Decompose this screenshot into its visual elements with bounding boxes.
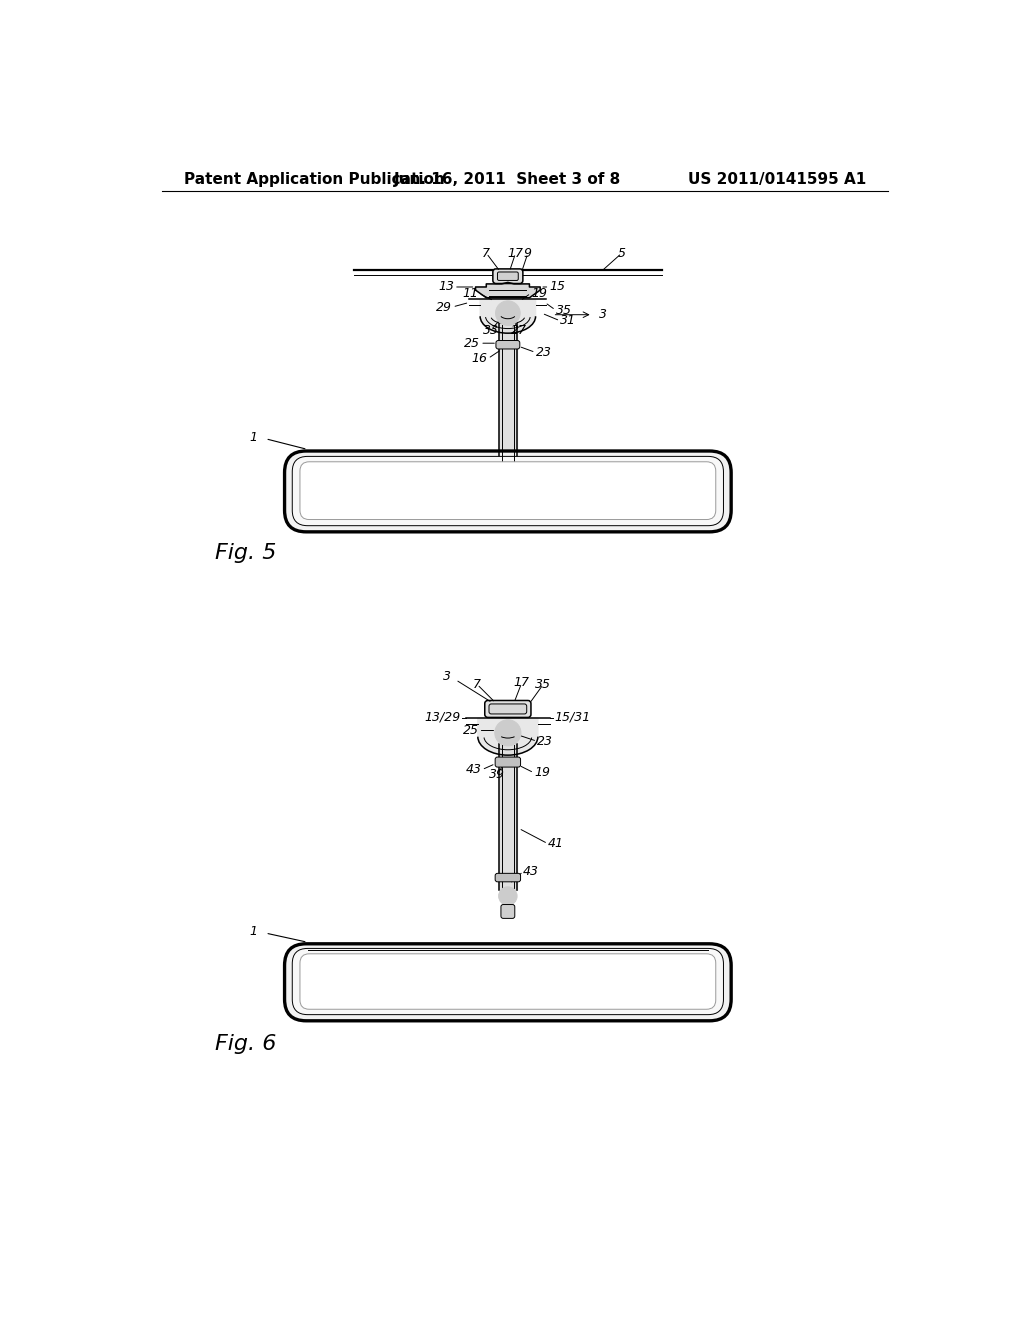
FancyBboxPatch shape: [300, 954, 716, 1010]
Text: 23: 23: [536, 346, 552, 359]
Text: 39: 39: [489, 768, 505, 781]
Text: 27: 27: [511, 323, 526, 337]
Text: 35: 35: [536, 677, 551, 690]
Text: 7: 7: [482, 247, 490, 260]
Text: Fig. 6: Fig. 6: [215, 1034, 276, 1053]
FancyBboxPatch shape: [498, 272, 518, 280]
Text: 13/29: 13/29: [425, 710, 461, 723]
Polygon shape: [480, 300, 536, 333]
Circle shape: [499, 887, 517, 906]
Text: Patent Application Publication: Patent Application Publication: [184, 173, 445, 187]
Circle shape: [495, 719, 521, 746]
Circle shape: [496, 301, 520, 326]
Text: 3: 3: [599, 308, 606, 321]
Text: 17: 17: [514, 676, 529, 689]
FancyBboxPatch shape: [496, 341, 520, 348]
Text: 23: 23: [538, 735, 553, 748]
Text: 25: 25: [464, 337, 480, 350]
Text: Fig. 5: Fig. 5: [215, 543, 276, 562]
Text: 35: 35: [556, 304, 571, 317]
Text: 43: 43: [466, 763, 481, 776]
Text: 7: 7: [473, 677, 481, 690]
FancyBboxPatch shape: [292, 949, 724, 1015]
Text: 29: 29: [436, 301, 453, 314]
Text: 19: 19: [535, 767, 550, 779]
Text: 15/31: 15/31: [555, 710, 591, 723]
Text: 25: 25: [463, 723, 478, 737]
Circle shape: [498, 483, 518, 503]
Polygon shape: [499, 323, 517, 487]
FancyBboxPatch shape: [300, 462, 716, 520]
FancyBboxPatch shape: [489, 704, 526, 714]
FancyBboxPatch shape: [484, 701, 531, 718]
Text: 16: 16: [472, 352, 487, 366]
Text: 9: 9: [511, 723, 519, 737]
Text: US 2011/0141595 A1: US 2011/0141595 A1: [688, 173, 866, 187]
FancyBboxPatch shape: [496, 758, 520, 767]
Text: 3: 3: [442, 671, 451, 684]
Text: 43: 43: [523, 865, 540, 878]
FancyBboxPatch shape: [285, 451, 731, 532]
FancyBboxPatch shape: [496, 874, 520, 882]
Text: 5: 5: [617, 247, 626, 260]
Text: 15: 15: [550, 280, 565, 293]
Text: 9: 9: [524, 247, 531, 260]
Text: 41: 41: [548, 837, 564, 850]
Text: 1: 1: [250, 430, 258, 444]
FancyBboxPatch shape: [501, 904, 515, 919]
Polygon shape: [475, 282, 541, 298]
Polygon shape: [478, 718, 538, 755]
Text: 11: 11: [463, 286, 478, 300]
FancyBboxPatch shape: [493, 269, 523, 284]
Text: 31: 31: [560, 314, 577, 327]
Text: 19: 19: [531, 286, 547, 300]
FancyBboxPatch shape: [285, 944, 731, 1020]
Text: 33: 33: [483, 323, 499, 337]
Polygon shape: [499, 743, 517, 890]
FancyBboxPatch shape: [292, 457, 724, 525]
FancyBboxPatch shape: [501, 502, 515, 515]
Text: 1: 1: [250, 925, 258, 939]
Text: 13: 13: [438, 280, 454, 293]
Text: Jun. 16, 2011  Sheet 3 of 8: Jun. 16, 2011 Sheet 3 of 8: [394, 173, 622, 187]
Text: 17: 17: [508, 247, 523, 260]
